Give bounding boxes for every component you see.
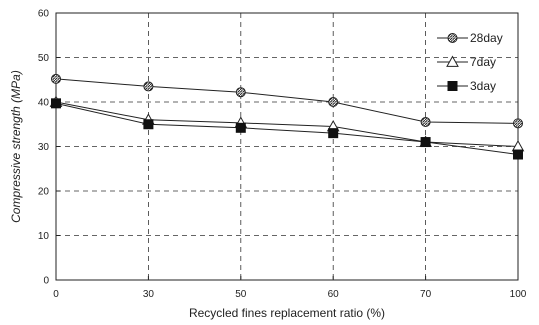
data-point-3day	[235, 122, 246, 133]
y-axis-title: Compressive strength (MPa)	[9, 70, 23, 223]
y-tick-label: 60	[38, 9, 50, 20]
legend-label-7day: 7day	[470, 55, 496, 69]
plot-area	[55, 12, 519, 281]
legend-marker-7day	[446, 55, 459, 67]
grid	[55, 12, 519, 281]
data-point-28day	[513, 118, 523, 129]
data-point-28day	[420, 117, 431, 128]
data-point-3day	[51, 98, 61, 109]
y-tick-label: 50	[38, 53, 50, 64]
legend-marker-28day	[447, 33, 458, 43]
x-axis-title: Recycled fines replacement ratio (%)	[189, 306, 385, 320]
series-line-3day	[55, 102, 519, 156]
data-point-3day	[420, 137, 431, 148]
data-point-28day	[143, 81, 154, 92]
data-point-28day	[328, 97, 339, 107]
x-tick-label: 60	[328, 289, 340, 300]
data-point-28day	[51, 73, 61, 84]
y-tick-label: 40	[38, 98, 50, 109]
data-point-3day	[143, 119, 154, 130]
x-tick-label: 0	[53, 289, 59, 300]
data-point-28day	[235, 87, 246, 98]
tick-labels: 0 10 20 30 40 50 60 0 30 50 60 70 100	[38, 9, 527, 301]
series-line-7day	[55, 101, 519, 147]
data-point-3day	[328, 128, 339, 139]
x-tick-label: 50	[235, 289, 247, 300]
y-tick-label: 20	[38, 187, 50, 198]
series-layer	[49, 73, 525, 160]
legend-marker-3day	[447, 81, 458, 91]
x-tick-label: 70	[420, 289, 432, 300]
y-tick-label: 0	[43, 276, 49, 287]
legend-label-28day: 28day	[470, 31, 503, 45]
y-tick-label: 10	[38, 231, 50, 242]
x-tick-label: 100	[510, 289, 527, 300]
x-tick-label: 30	[143, 289, 155, 300]
series-line-28day	[55, 78, 519, 124]
data-point-3day	[513, 149, 523, 160]
legend: 28day 7day 3day	[437, 31, 503, 93]
legend-label-3day: 3day	[470, 79, 496, 93]
y-tick-label: 30	[38, 142, 50, 153]
